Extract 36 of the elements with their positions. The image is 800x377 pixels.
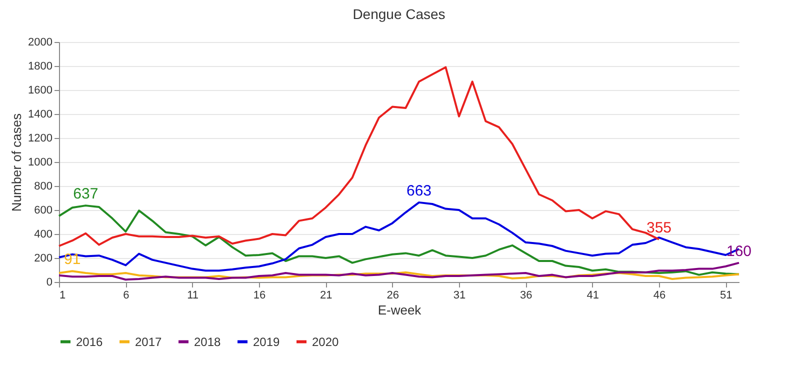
y-tick-label: 1000: [28, 156, 52, 168]
x-axis-title: E-week: [378, 302, 422, 318]
y-tick-label: 200: [34, 252, 52, 264]
annotation: 663: [406, 182, 432, 200]
x-tick-label: 51: [720, 290, 732, 302]
y-tick-label: 1600: [28, 84, 52, 96]
y-tick-label: 800: [34, 180, 52, 192]
annotation: 160: [726, 242, 752, 260]
y-tick-label: 1400: [28, 108, 52, 120]
y-axis-title: Number of cases: [9, 112, 24, 212]
x-tick-label: 16: [253, 290, 266, 302]
x-tick-label: 21: [320, 290, 332, 302]
y-tick-label: 1800: [28, 60, 52, 72]
y-tick-label: 0: [46, 276, 52, 288]
x-tick-label: 6: [123, 290, 130, 302]
x-tick-label: 1: [60, 290, 66, 302]
annotation: 91: [64, 251, 81, 268]
legend-label: 2018: [194, 334, 222, 349]
x-tick-label: 36: [520, 290, 532, 302]
legend-label: 2017: [135, 334, 162, 349]
x-tick-label: 46: [653, 290, 666, 302]
legend-label: 2020: [312, 334, 340, 349]
legend-label: 2019: [253, 334, 280, 349]
chart-title: Dengue Cases: [352, 6, 446, 22]
y-tick-label: 2000: [28, 36, 52, 48]
legend-label: 2016: [76, 334, 104, 349]
y-tick-label: 600: [34, 204, 52, 216]
annotation: 355: [646, 219, 672, 236]
x-tick-label: 26: [386, 290, 399, 302]
x-tick-label: 41: [586, 290, 599, 302]
line-series: [58, 270, 740, 280]
y-tick-label: 400: [34, 228, 52, 240]
x-tick-label: 11: [187, 290, 199, 302]
x-tick-label: 31: [453, 290, 466, 302]
y-tick-label: 1200: [28, 132, 52, 144]
annotation: 637: [73, 186, 98, 203]
